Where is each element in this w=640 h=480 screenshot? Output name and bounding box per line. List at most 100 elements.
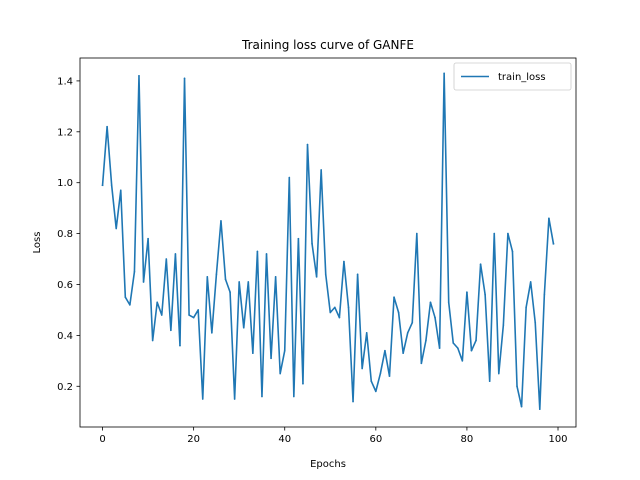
data-point <box>425 339 427 342</box>
data-point <box>297 237 300 240</box>
x-tick-label: 40 <box>278 434 291 445</box>
data-point <box>507 232 509 235</box>
x-axis-ticks: 0 20 40 60 80 100 <box>99 427 568 445</box>
data-point <box>229 291 231 293</box>
data-point <box>457 347 459 349</box>
data-point <box>434 316 436 319</box>
data-point <box>329 311 332 314</box>
data-point <box>256 250 259 253</box>
y-tick-label: 1.2 <box>57 127 73 138</box>
data-point <box>538 408 541 410</box>
data-point <box>201 398 204 400</box>
data-point <box>452 342 455 344</box>
data-point <box>156 301 158 304</box>
data-point <box>361 367 363 370</box>
data-point <box>552 242 555 245</box>
data-point <box>206 276 209 278</box>
data-point <box>188 314 190 316</box>
x-tick-label: 80 <box>461 434 474 445</box>
x-tick-label: 0 <box>99 434 105 445</box>
data-point <box>197 309 199 311</box>
data-point <box>365 332 368 334</box>
data-point <box>384 349 386 352</box>
data-point <box>479 263 482 265</box>
data-point <box>475 339 477 342</box>
x-tick-label: 100 <box>548 434 567 445</box>
data-point <box>493 232 496 235</box>
data-point <box>279 372 281 375</box>
chart-title: Training loss curve of GANFE <box>241 38 414 52</box>
x-axis-label: Epochs <box>310 459 346 470</box>
data-point <box>106 125 108 128</box>
data-point <box>343 260 345 263</box>
data-point <box>110 184 113 187</box>
data-point <box>247 281 250 283</box>
y-tick-label: 1.4 <box>57 76 73 87</box>
data-point <box>324 273 327 276</box>
data-point <box>302 382 304 385</box>
data-point <box>252 352 254 355</box>
data-point <box>420 362 423 365</box>
data-point <box>306 143 309 146</box>
data-point <box>183 77 186 80</box>
data-point <box>270 357 272 360</box>
data-point <box>379 372 382 375</box>
data-point <box>461 360 464 362</box>
data-point <box>119 189 122 192</box>
y-tick-label: 1.0 <box>57 178 73 189</box>
data-point <box>447 301 450 304</box>
data-point <box>224 278 227 281</box>
x-tick-label: 60 <box>369 434 382 445</box>
data-point <box>179 344 181 347</box>
data-point <box>160 314 163 316</box>
data-point <box>101 184 104 187</box>
data-point <box>443 72 445 75</box>
data-point <box>375 390 377 393</box>
y-tick-label: 0.2 <box>57 382 73 393</box>
data-point <box>274 276 277 278</box>
data-point <box>402 352 404 355</box>
data-point <box>397 311 400 314</box>
data-point <box>488 380 491 382</box>
data-point <box>429 301 432 304</box>
data-point <box>502 324 505 327</box>
data-point <box>261 395 263 398</box>
data-point <box>484 293 486 296</box>
train-loss-line <box>101 72 555 410</box>
data-point <box>438 347 441 349</box>
data-point <box>288 176 291 179</box>
data-point <box>293 395 295 398</box>
data-point <box>133 270 136 273</box>
y-axis-label: Loss <box>32 232 43 254</box>
data-point <box>129 304 131 306</box>
y-tick-label: 0.4 <box>57 331 73 342</box>
x-tick-label: 20 <box>187 434 200 445</box>
data-point <box>311 242 313 245</box>
data-point <box>211 332 213 334</box>
data-point <box>115 227 118 230</box>
train-loss-points <box>101 72 555 410</box>
data-point <box>233 398 236 400</box>
data-point <box>393 296 395 299</box>
data-point <box>151 339 154 342</box>
data-point <box>352 400 354 403</box>
data-point <box>356 273 359 276</box>
data-point <box>138 75 140 77</box>
data-point <box>416 232 418 235</box>
data-point <box>192 316 195 319</box>
plot-frame <box>79 57 577 428</box>
data-point <box>534 321 537 324</box>
data-point <box>315 276 318 278</box>
data-point <box>548 217 550 220</box>
data-point <box>388 375 391 377</box>
data-point <box>124 296 127 299</box>
data-point <box>283 349 286 352</box>
data-point <box>511 250 514 253</box>
data-point <box>142 281 145 283</box>
legend-box <box>453 62 572 91</box>
data-point <box>529 281 532 283</box>
data-point <box>370 380 373 382</box>
data-point <box>470 349 473 352</box>
data-point <box>265 253 268 255</box>
